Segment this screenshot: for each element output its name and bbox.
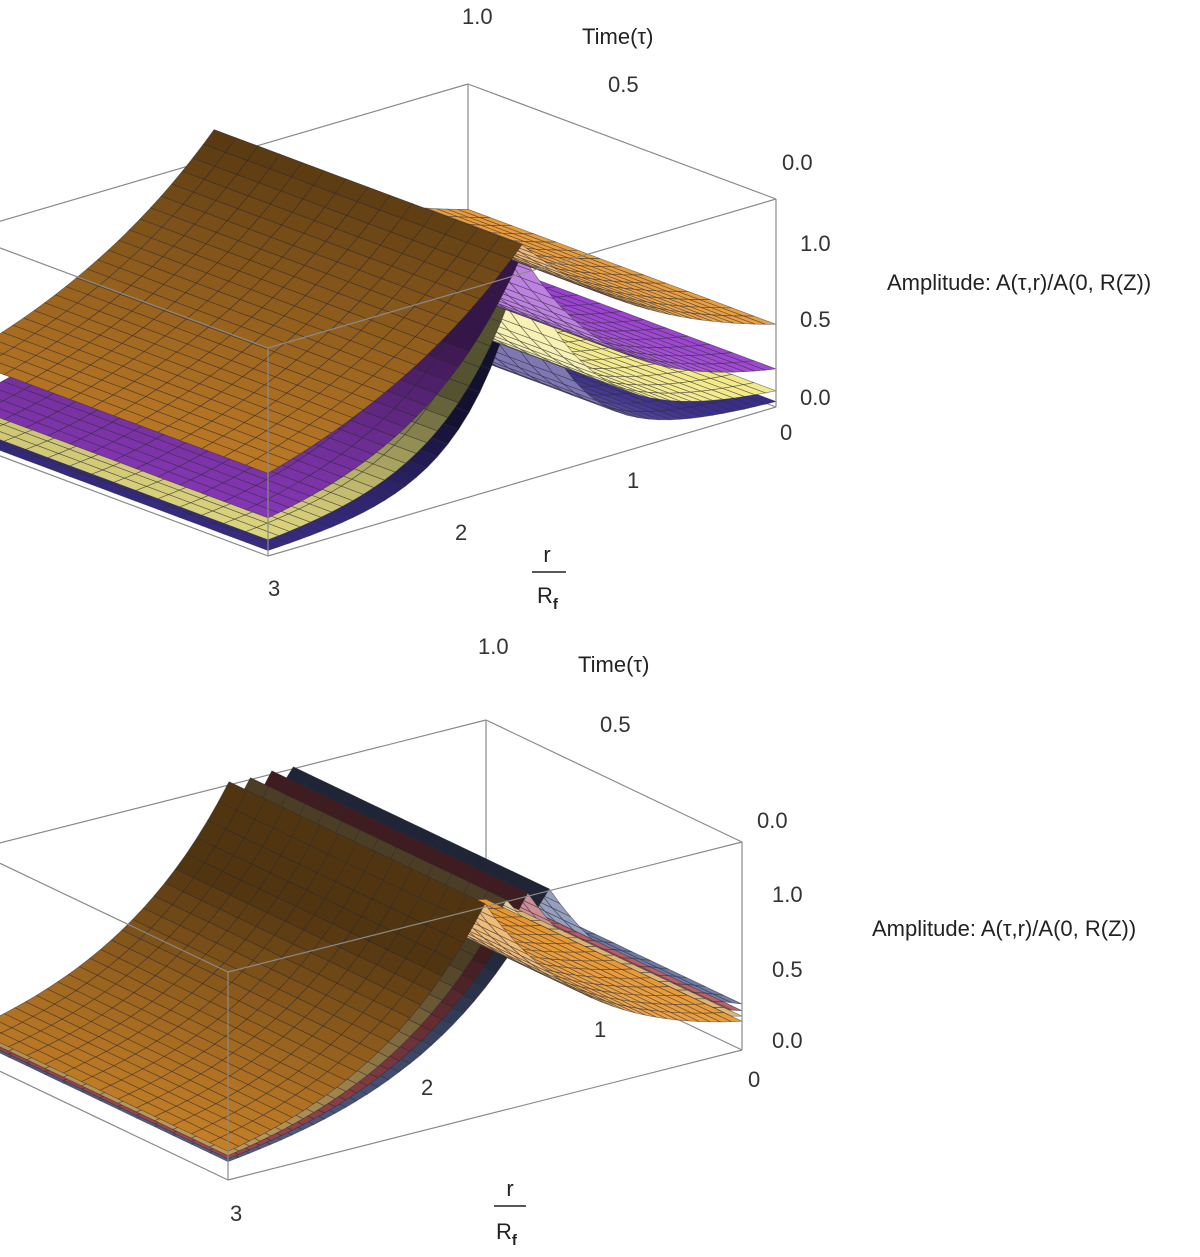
radius-axis-label-numerator: r [543, 542, 550, 567]
box-edge [485, 719, 743, 843]
time-axis-label: Time(τ) [582, 24, 653, 49]
surface-patch [244, 538, 280, 551]
surfaces-group [0, 766, 743, 1162]
surface-1 [0, 129, 777, 474]
time-tick-label: 1.0 [462, 4, 493, 29]
box-edge [0, 247, 269, 349]
surface-plot-top: 0.0 0.5 1.0 0 1 2 3 0.0 0.5 1.0 Time(τ) Amplitude… [0, 0, 1200, 615]
tick-labels-group: 0.0 0.5 1.0 0 1 2 3 0.0 0.5 1.0 [268, 4, 831, 601]
surfaces-group [0, 129, 778, 551]
surface-plot-bottom: 0.0 0.5 1.0 0 1 2 3 0.0 0.5 1.0 Time(τ) Amplitude… [0, 628, 1200, 1257]
surface-1 [0, 781, 743, 1152]
box-front-frame [0, 198, 777, 557]
radius-axis-label-denominator: Rf [537, 583, 559, 613]
box-edge [467, 83, 777, 200]
radius-tick-label: 2 [455, 520, 467, 545]
surface-patch [245, 504, 280, 519]
box-edge [267, 198, 777, 349]
amplitude-tick-label: 1.0 [800, 231, 831, 256]
box-edge [0, 455, 269, 557]
time-tick-label: 0.0 [782, 150, 813, 175]
radius-axis-label: r Rf [532, 542, 566, 613]
amplitude-tick-label: 0.0 [800, 385, 831, 410]
surface-patch [245, 527, 280, 541]
surface-patch [245, 458, 280, 474]
radius-tick-label: 0 [780, 420, 792, 445]
amplitude-tick-label: 0.5 [800, 307, 831, 332]
box-edge [267, 406, 777, 557]
time-tick-label: 0.5 [608, 72, 639, 97]
radius-tick-label: 1 [627, 468, 639, 493]
amplitude-axis-label: Amplitude: A(τ,r)/A(0, R(Z)) [887, 270, 1151, 295]
surface-plot-top-svg: 0.0 0.5 1.0 0 1 2 3 0.0 0.5 1.0 Time(τ) Amplitude… [0, 4, 1151, 613]
radius-tick-label: 3 [268, 576, 280, 601]
